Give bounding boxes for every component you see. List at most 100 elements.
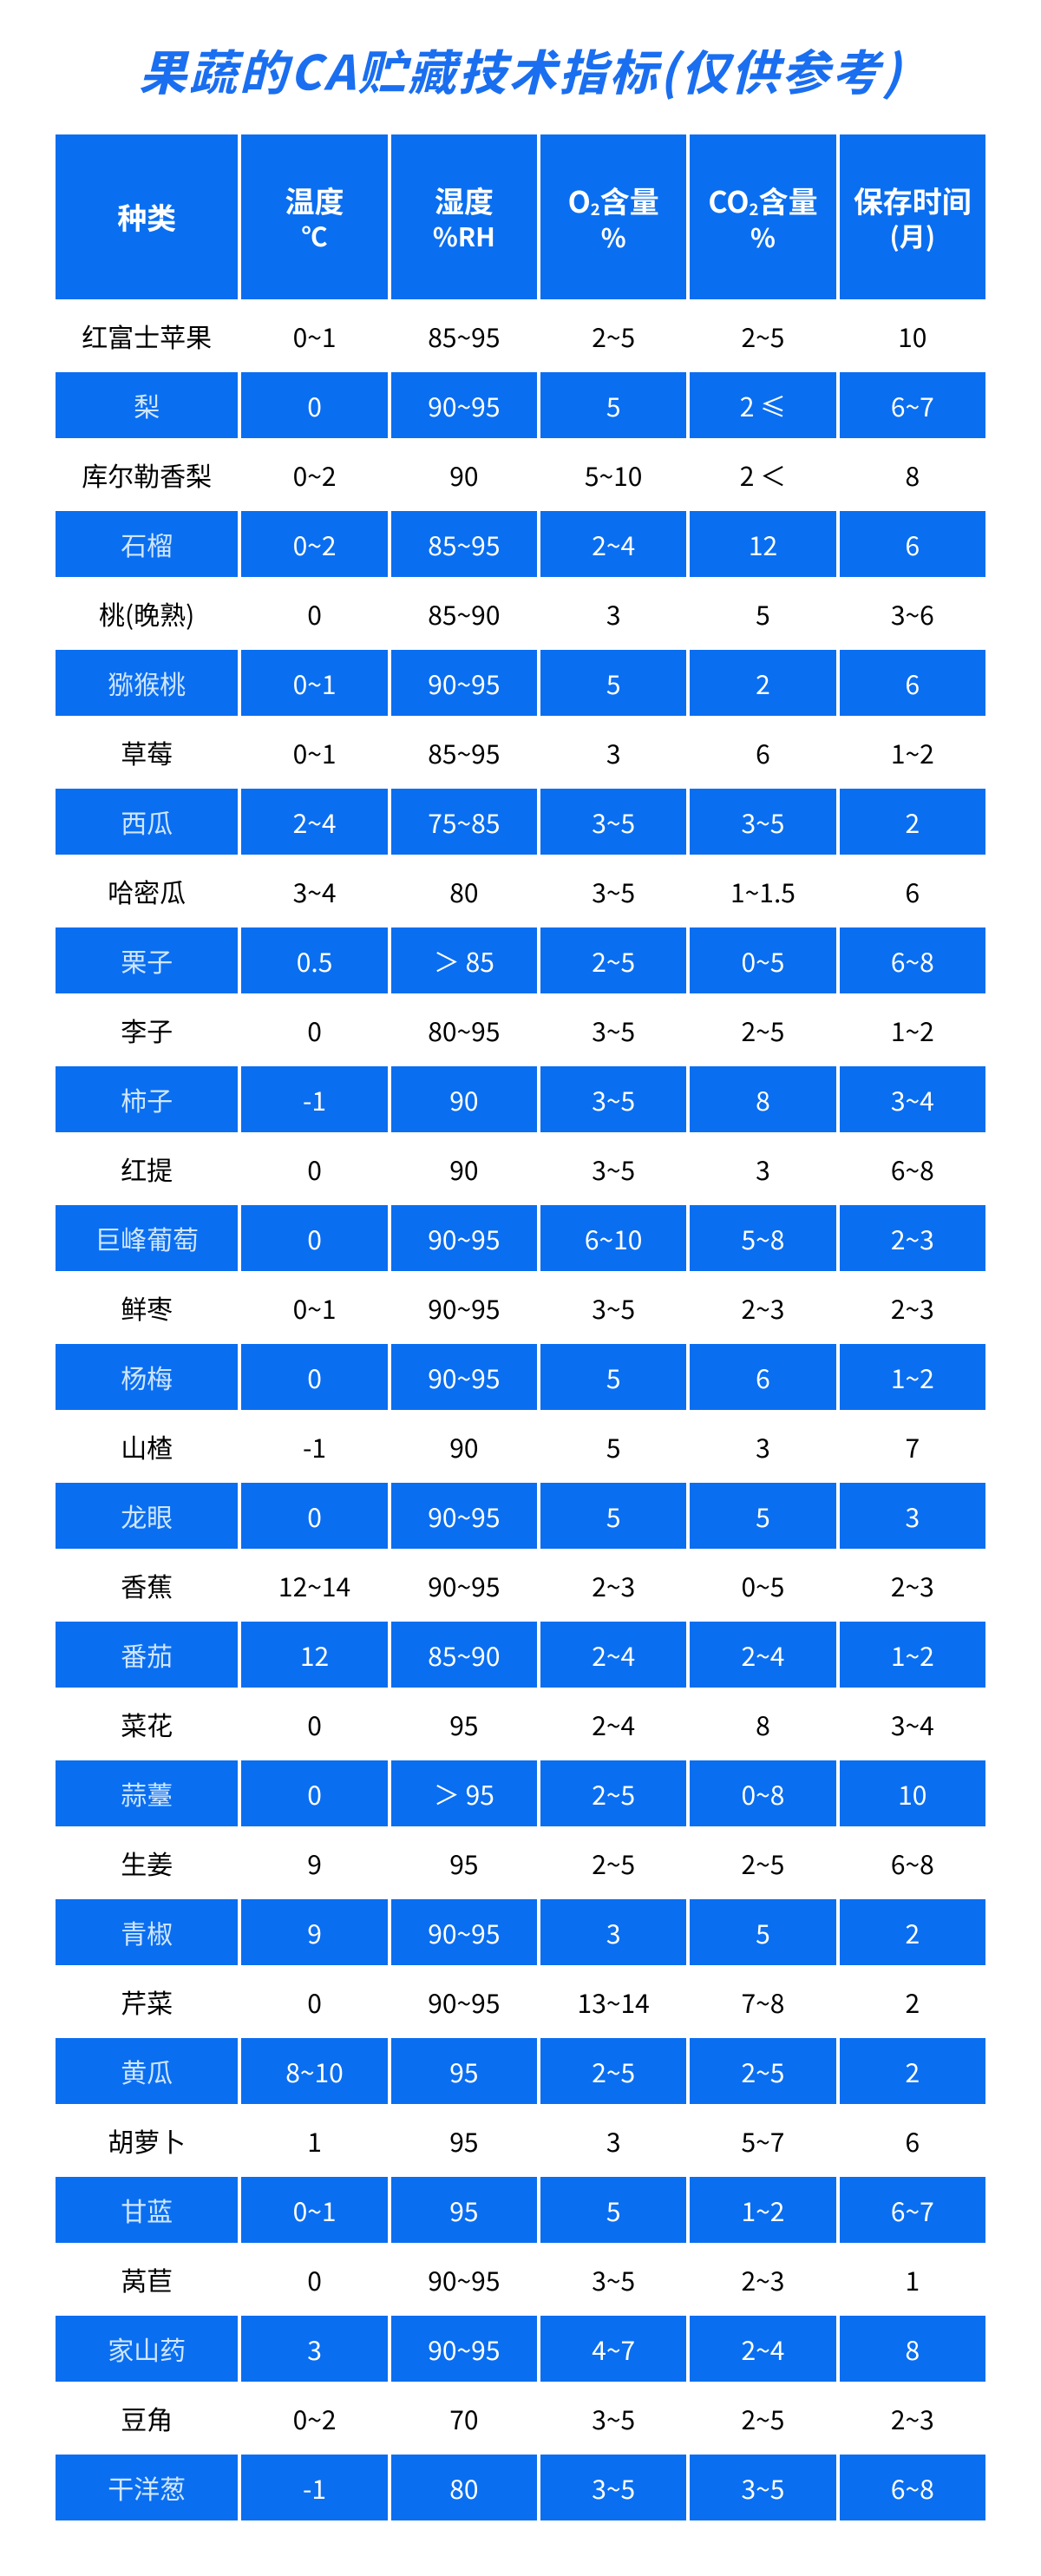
cell-value: 6~7 bbox=[840, 372, 985, 438]
cell-value: 2~5 bbox=[540, 1760, 686, 1826]
cell-value: 8 bbox=[840, 442, 985, 508]
o2-o: O bbox=[568, 179, 591, 221]
table-row: 石榴0~285~952~4126 bbox=[56, 511, 985, 577]
cell-value: 0 bbox=[241, 1136, 387, 1202]
cell-value: 2~3 bbox=[840, 1205, 985, 1271]
cell-value: 5 bbox=[690, 580, 835, 646]
table-row: 家山药390~954~72~48 bbox=[56, 2316, 985, 2382]
cell-value: 0~5 bbox=[690, 1552, 835, 1618]
cell-value: 5 bbox=[540, 372, 686, 438]
cell-value: 2~5 bbox=[690, 1830, 835, 1896]
cell-value: 8 bbox=[690, 1066, 835, 1132]
cell-value: 3~5 bbox=[690, 2455, 835, 2520]
cell-name: 猕猴桃 bbox=[56, 650, 238, 716]
cell-value: 2~5 bbox=[690, 2385, 835, 2451]
cell-name: 龙眼 bbox=[56, 1483, 238, 1549]
cell-value: 3 bbox=[241, 2316, 387, 2382]
cell-value: 90 bbox=[391, 1066, 537, 1132]
cell-value: 1 bbox=[840, 2246, 985, 2312]
cell-name: 石榴 bbox=[56, 511, 238, 577]
cell-value: 2 bbox=[840, 1899, 985, 1965]
table-row: 柿子-1903~583~4 bbox=[56, 1066, 985, 1132]
cell-name: 红富士苹果 bbox=[56, 303, 238, 369]
cell-name: 芹菜 bbox=[56, 1969, 238, 2035]
cell-value: 12 bbox=[690, 511, 835, 577]
cell-value: 90~95 bbox=[391, 1969, 537, 2035]
cell-value: 2~4 bbox=[540, 511, 686, 577]
cell-value: 2 ≤ bbox=[690, 372, 835, 438]
cell-value: 6~10 bbox=[540, 1205, 686, 1271]
cell-name: 香蕉 bbox=[56, 1552, 238, 1618]
cell-name: 哈密瓜 bbox=[56, 858, 238, 924]
cell-value: 6~8 bbox=[840, 927, 985, 993]
cell-value: 0~1 bbox=[241, 2177, 387, 2243]
page-title: 果蔬的CA贮藏技术指标(仅供参考) bbox=[138, 35, 902, 105]
cell-value: 6~8 bbox=[840, 2455, 985, 2520]
cell-value: 2~5 bbox=[690, 303, 835, 369]
cell-name: 桃(晚熟) bbox=[56, 580, 238, 646]
cell-value: 95 bbox=[391, 2038, 537, 2104]
cell-value: 95 bbox=[391, 1691, 537, 1757]
cell-value: 5 bbox=[540, 650, 686, 716]
cell-value: -1 bbox=[241, 1413, 387, 1479]
table-row: 菜花0952~483~4 bbox=[56, 1691, 985, 1757]
cell-value: -1 bbox=[241, 1066, 387, 1132]
cell-value: 0 bbox=[241, 580, 387, 646]
cell-value: ＞ 85 bbox=[391, 927, 537, 993]
cell-value: 5 bbox=[540, 1413, 686, 1479]
cell-name: 番茄 bbox=[56, 1622, 238, 1688]
table-row: 红提0903~536~8 bbox=[56, 1136, 985, 1202]
cell-value: 3 bbox=[840, 1483, 985, 1549]
cell-value: 0~1 bbox=[241, 303, 387, 369]
cell-value: 3~4 bbox=[840, 1691, 985, 1757]
cell-value: 1~2 bbox=[690, 2177, 835, 2243]
cell-value: 80~95 bbox=[391, 997, 537, 1063]
cell-name: 草莓 bbox=[56, 719, 238, 785]
col-header-temp-l1: 温度 bbox=[285, 179, 344, 221]
cell-value: 85~90 bbox=[391, 1622, 537, 1688]
cell-name: 巨峰葡萄 bbox=[56, 1205, 238, 1271]
cell-name: 豆角 bbox=[56, 2385, 238, 2451]
cell-value: 3~5 bbox=[540, 2385, 686, 2451]
cell-value: 6 bbox=[840, 858, 985, 924]
cell-value: 6 bbox=[840, 650, 985, 716]
table-row: 豆角0~2703~52~52~3 bbox=[56, 2385, 985, 2451]
cell-value: 0 bbox=[241, 997, 387, 1063]
col-header-o2-l2: % bbox=[546, 221, 681, 252]
co2-tail: 含量 bbox=[759, 179, 818, 221]
table-row: 栗子0.5＞ 852~50~56~8 bbox=[56, 927, 985, 993]
cell-value: 0~1 bbox=[241, 719, 387, 785]
cell-value: 1~2 bbox=[840, 1622, 985, 1688]
cell-value: 1 bbox=[241, 2107, 387, 2173]
cell-value: 5~7 bbox=[690, 2107, 835, 2173]
cell-value: 2 bbox=[840, 789, 985, 855]
table-row: 哈密瓜3~4803~51~1.56 bbox=[56, 858, 985, 924]
cell-value: 3~4 bbox=[241, 858, 387, 924]
cell-value: 5~8 bbox=[690, 1205, 835, 1271]
cell-value: 80 bbox=[391, 858, 537, 924]
cell-value: 90 bbox=[391, 442, 537, 508]
cell-value: 3~5 bbox=[540, 858, 686, 924]
cell-value: 5~10 bbox=[540, 442, 686, 508]
cell-value: 2 bbox=[840, 1969, 985, 2035]
cell-value: 0~2 bbox=[241, 442, 387, 508]
cell-value: 7~8 bbox=[690, 1969, 835, 2035]
cell-value: 90~95 bbox=[391, 2246, 537, 2312]
table-container: 种类 温度 ℃ 湿度 %RH O2含量 % CO2含量 bbox=[0, 131, 1041, 2576]
cell-value: 6~8 bbox=[840, 1830, 985, 1896]
table-row: 甘蓝0~19551~26~7 bbox=[56, 2177, 985, 2243]
table-row: 黄瓜8~10952~52~52 bbox=[56, 2038, 985, 2104]
cell-value: 5 bbox=[540, 1344, 686, 1410]
cell-value: 0 bbox=[241, 1691, 387, 1757]
cell-name: 生姜 bbox=[56, 1830, 238, 1896]
col-header-temp: 温度 ℃ bbox=[241, 134, 387, 299]
cell-value: 7 bbox=[840, 1413, 985, 1479]
table-row: 西瓜2~475~853~53~52 bbox=[56, 789, 985, 855]
table-row: 李子080~953~52~51~2 bbox=[56, 997, 985, 1063]
cell-value: 90~95 bbox=[391, 372, 537, 438]
co2-c: C bbox=[708, 179, 726, 221]
cell-name: 库尔勒香梨 bbox=[56, 442, 238, 508]
cell-value: 0~2 bbox=[241, 2385, 387, 2451]
cell-value: 0 bbox=[241, 1205, 387, 1271]
cell-value: 2~3 bbox=[540, 1552, 686, 1618]
